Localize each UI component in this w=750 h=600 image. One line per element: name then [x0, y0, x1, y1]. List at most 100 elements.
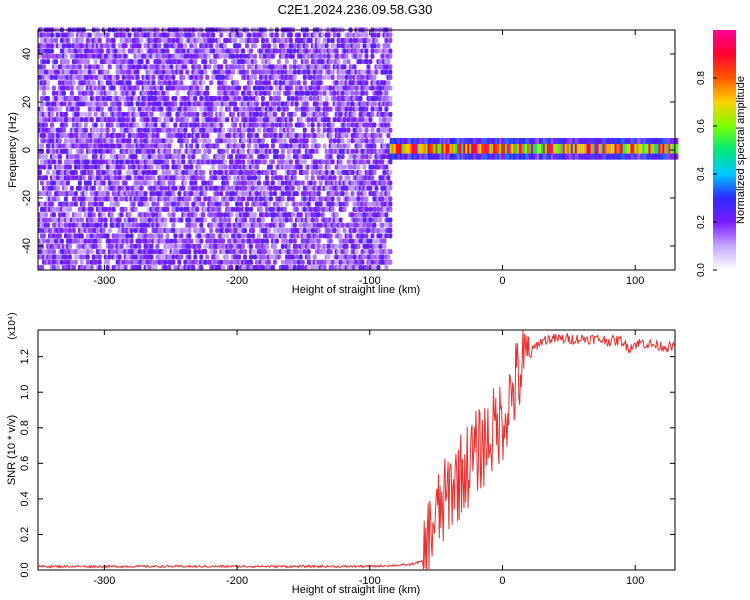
spectrogram-cell — [137, 175, 142, 181]
spectrogram-cell — [249, 96, 254, 102]
spectrogram-cell — [97, 101, 102, 107]
spectrogram-cell — [336, 32, 341, 38]
spectrogram-cell — [308, 74, 313, 80]
spectrogram-cell — [342, 127, 347, 133]
spectrogram-cell — [280, 85, 285, 91]
spectrogram-cell — [268, 222, 273, 228]
spectrogram-cell — [330, 159, 335, 165]
spectrogram-cell — [233, 138, 238, 144]
spectrogram-cell — [177, 238, 182, 244]
spectrogram-cell — [129, 59, 134, 65]
spectrogram-cell — [51, 212, 56, 218]
spectrogram-cell — [95, 228, 100, 234]
spectrogram-cell — [336, 43, 341, 49]
spectrogram-cell — [129, 243, 134, 249]
spectrogram-cell — [243, 180, 248, 186]
spectrogram-cell — [63, 69, 68, 75]
spectrogram-cell — [135, 53, 140, 59]
spectrogram-cell — [233, 64, 238, 70]
spectrogram-cell — [298, 85, 303, 91]
spectrogram-cell — [115, 59, 120, 65]
spectrogram-cell — [252, 180, 257, 186]
spectrogram-cell — [288, 69, 293, 75]
spectrogram-cell — [143, 222, 148, 228]
spectrogram-cell — [127, 133, 132, 138]
spectrogram-cell — [215, 43, 220, 49]
spectrogram-cell — [45, 96, 50, 102]
spectrogram-cell — [151, 106, 156, 112]
spectrogram-cell — [73, 169, 78, 175]
spectrogram-cell — [362, 43, 367, 49]
spectrogram-cell — [165, 32, 170, 38]
spectrogram-cell — [302, 74, 307, 80]
spectrogram-cell — [320, 169, 325, 175]
spectrogram-cell — [239, 32, 244, 38]
spectrogram-cell — [139, 48, 144, 54]
spectrogram-cell — [258, 196, 263, 202]
spectrogram-cell — [153, 259, 158, 265]
spectrogram-cell — [63, 133, 68, 138]
spectrogram-cell — [43, 154, 48, 160]
spectrogram-cell — [59, 74, 64, 80]
spectrogram-cell — [41, 32, 46, 38]
spectrogram-cell — [264, 196, 269, 202]
spectrogram-cell — [292, 111, 297, 117]
spectrogram-cell — [258, 148, 263, 154]
spectrogram-cell — [266, 249, 271, 255]
spectrogram-cell — [171, 74, 176, 80]
spectrogram-cell — [149, 143, 154, 149]
spectrogram-cell — [171, 159, 176, 165]
spectrogram-cell — [135, 159, 140, 165]
spectrogram-cell — [38, 228, 42, 234]
spectrogram-cell — [292, 265, 297, 270]
spectrogram-cell — [312, 180, 317, 186]
spectrogram-cell — [330, 259, 335, 265]
spectrogram-cell — [97, 238, 102, 244]
spectrogram-cell — [179, 206, 184, 212]
spectrogram-cell — [65, 37, 70, 43]
spectrogram-cell — [330, 206, 335, 212]
spectrogram-cell — [225, 228, 230, 234]
spectrogram-cell — [322, 74, 327, 80]
spectrogram-cell — [276, 254, 281, 260]
spectrogram-cell — [127, 74, 132, 80]
spectrogram-cell — [47, 217, 52, 223]
spectrogram-cell — [157, 164, 162, 170]
spectrogram-cell — [280, 222, 285, 228]
spectrogram-cell — [79, 259, 84, 265]
spectrogram-cell — [276, 37, 281, 43]
spectrogram-cell — [151, 212, 156, 218]
spectrogram-cell — [38, 53, 42, 59]
spectrogram-cell — [221, 265, 226, 270]
spectrogram-cell — [55, 265, 60, 270]
spectrogram-cell — [145, 175, 150, 181]
spectrogram-cell — [292, 222, 297, 228]
spectrogram-cell — [199, 265, 204, 270]
spectrogram-cell — [302, 127, 307, 133]
spectrogram-cell — [270, 175, 275, 181]
spectrogram-cell — [57, 43, 62, 49]
spectrogram-cell — [169, 32, 174, 38]
spectrogram-cell — [149, 164, 154, 170]
spectrogram-cell — [41, 238, 46, 244]
spectrogram-cell — [105, 127, 110, 133]
spectrogram-cell — [147, 217, 152, 223]
spectrogram-cell — [256, 138, 261, 144]
spectrogram-cell — [250, 233, 255, 239]
spectrogram-cell — [264, 212, 269, 218]
spectrogram-cell — [203, 217, 208, 223]
spectrogram-cell — [270, 53, 275, 59]
spectrogram-cell — [292, 69, 297, 75]
spectrogram-cell — [241, 243, 246, 249]
spectrogram-cell — [99, 122, 104, 128]
spectrogram-cell — [266, 59, 271, 65]
spectrogram-cell — [247, 196, 252, 202]
spectrogram-cell — [101, 212, 106, 218]
spectrogram-cell — [326, 164, 331, 170]
spectrogram-cell — [245, 69, 250, 75]
spectrogram-cell — [227, 222, 232, 228]
spectrogram-cell — [294, 206, 299, 212]
spectrogram-cell — [99, 201, 104, 207]
spectrogram-cell — [147, 238, 152, 244]
spectrogram-cell — [57, 143, 62, 149]
